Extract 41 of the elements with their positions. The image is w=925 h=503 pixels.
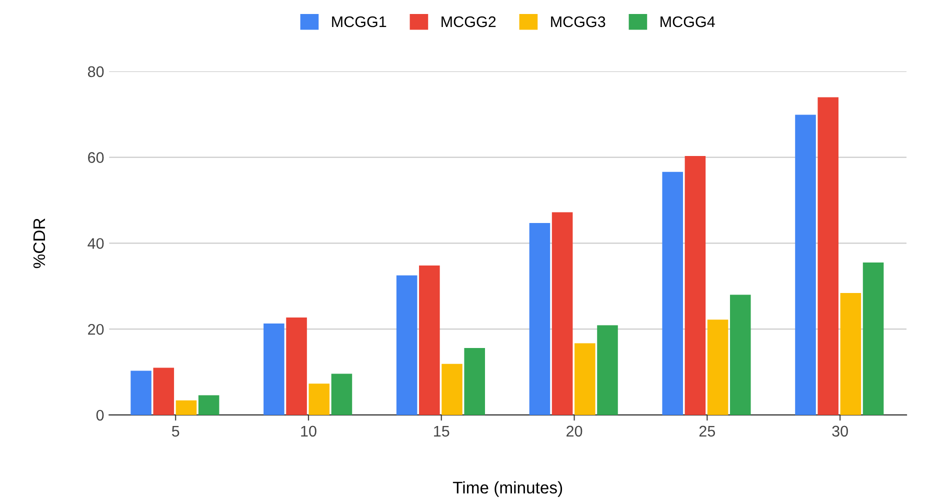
bar: [419, 266, 440, 415]
y-tick-label: 80: [88, 66, 104, 78]
bar: [264, 324, 284, 415]
bar: [442, 364, 462, 415]
y-axis-title: %CDR: [33, 218, 46, 268]
x-axis-title: Time (minutes): [452, 481, 562, 497]
bar: [662, 172, 684, 415]
bar: [552, 212, 573, 415]
bar: [818, 97, 838, 415]
x-tick-label: 15: [434, 426, 450, 437]
x-tick-label: 30: [832, 426, 848, 437]
x-tick-label: 20: [566, 426, 582, 437]
bar: [464, 348, 485, 415]
bar: [574, 343, 596, 415]
bar: [198, 395, 220, 415]
bar: [795, 114, 816, 415]
x-tick-label: 25: [699, 426, 716, 437]
bar: [862, 262, 884, 415]
legend-label: MCGG3: [551, 16, 606, 28]
bar: [130, 370, 152, 415]
bar: [286, 317, 307, 415]
bar: [308, 384, 330, 415]
bar: [529, 223, 550, 415]
bar: [153, 368, 174, 415]
legend-label: MCGG2: [442, 16, 496, 28]
bar: [597, 325, 618, 415]
y-tick-label: 20: [88, 324, 104, 335]
bar: [396, 275, 418, 415]
y-tick-label: 0: [96, 410, 104, 421]
legend-label: MCGG4: [660, 16, 715, 28]
y-tick-label: 40: [88, 238, 104, 249]
x-tick-label: 10: [301, 426, 316, 437]
x-tick-label: 5: [172, 426, 180, 437]
legend-label: MCGG1: [332, 16, 386, 28]
bar: [331, 374, 352, 415]
bar: [176, 400, 197, 415]
bar: [684, 156, 706, 415]
bar: [730, 294, 751, 415]
bar: [840, 293, 862, 415]
bar: [707, 320, 728, 415]
y-tick-label: 60: [88, 152, 104, 163]
